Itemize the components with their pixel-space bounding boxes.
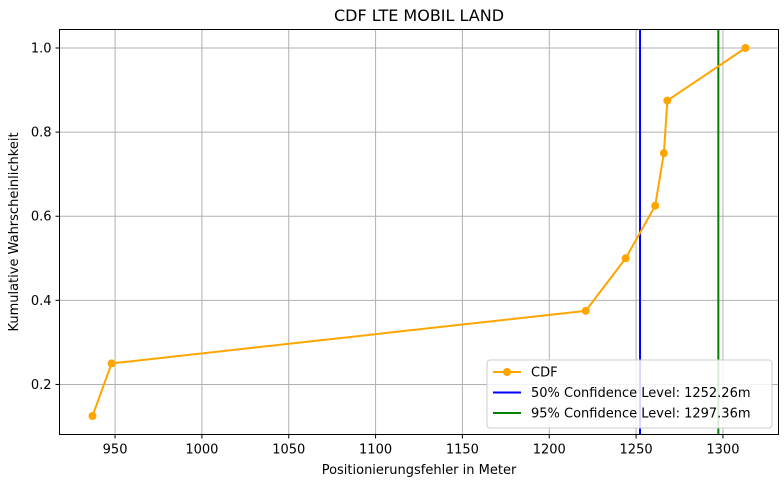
x-tick-label: 1050 <box>272 443 305 458</box>
legend-label: CDF <box>531 366 558 381</box>
y-axis-ticks: 0.2 0.4 0.6 0.8 1.0 <box>31 42 60 393</box>
legend-label: 95% Confidence Level: 1297.36m <box>531 407 751 422</box>
cdf-point <box>651 201 660 210</box>
y-tick-label: 0.4 <box>31 294 52 309</box>
cdf-point <box>663 96 672 105</box>
cdf-line <box>91 47 747 417</box>
cdf-series <box>88 44 750 420</box>
grid <box>59 29 779 435</box>
cdf-point <box>581 306 590 315</box>
x-tick-label: 1200 <box>533 443 566 458</box>
y-tick-label: 0.8 <box>31 126 52 141</box>
cdf-point <box>621 254 630 263</box>
y-tick-label: 0.2 <box>31 378 52 393</box>
legend: CDF 50% Confidence Level: 1252.26m 95% Con… <box>486 359 773 429</box>
legend-label: 50% Confidence Level: 1252.26m <box>531 386 751 401</box>
cdf-point <box>741 44 750 53</box>
chart-title: CDF LTE MOBIL LAND <box>334 6 504 25</box>
legend-marker <box>503 368 511 376</box>
x-tick-label: 1000 <box>185 443 218 458</box>
x-tick-label: 1150 <box>446 443 479 458</box>
plot-frame <box>59 29 779 435</box>
x-tick-label: 1300 <box>706 443 739 458</box>
y-tick-label: 0.6 <box>31 210 52 225</box>
x-axis-ticks: 950 1000 1050 1100 1150 1200 1250 1300 <box>103 434 739 458</box>
cdf-point <box>88 411 97 420</box>
y-axis-label: Kumulative Wahrscheinlichkeit <box>7 132 22 331</box>
cdf-point <box>107 359 116 368</box>
y-tick-label: 1.0 <box>31 42 52 57</box>
legend-box <box>486 359 773 429</box>
x-tick-label: 1100 <box>359 443 392 458</box>
x-tick-label: 950 <box>103 443 128 458</box>
cdf-point <box>659 149 668 158</box>
x-tick-label: 1250 <box>620 443 653 458</box>
x-axis-label: Positionierungsfehler in Meter <box>322 463 517 478</box>
